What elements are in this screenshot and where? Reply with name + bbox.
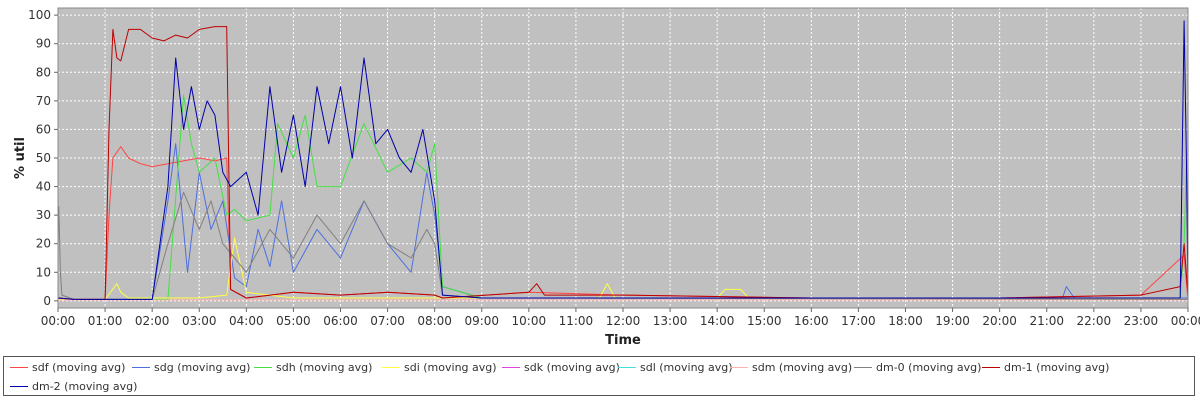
legend-label: sdi (moving avg) (404, 360, 497, 374)
x-tick-label: 02:00 (135, 314, 170, 328)
legend-label: sdm (moving avg) (752, 360, 853, 374)
x-tick-label: 04:00 (229, 314, 264, 328)
y-axis-title: % util (13, 137, 28, 179)
legend-item: dm-0 (moving avg) (854, 358, 981, 376)
legend-item: dm-2 (moving avg) (10, 377, 137, 395)
x-tick-label: 13:00 (653, 314, 688, 328)
x-tick-label: 12:00 (606, 314, 641, 328)
x-tick-label: 15:00 (747, 314, 782, 328)
y-tick-label: 80 (36, 65, 51, 79)
series-line-3 (58, 237, 1189, 300)
legend-label: dm-2 (moving avg) (32, 379, 138, 393)
x-tick-label: 08:00 (417, 314, 452, 328)
series-line-9 (57, 20, 1189, 300)
x-tick-label: 23:00 (1124, 314, 1159, 328)
x-tick-label: 09:00 (464, 314, 499, 328)
legend-item: dm-1 (moving avg) (982, 358, 1109, 376)
y-tick-label: 40 (36, 180, 51, 194)
y-tick-label: 0 (43, 294, 51, 308)
x-tick-label: 01:00 (88, 314, 123, 328)
legend-swatch (502, 366, 520, 368)
legend-swatch (132, 366, 150, 368)
y-tick-label: 20 (36, 237, 51, 251)
legend-item: sdg (moving avg) (132, 358, 250, 376)
x-tick-label: 22:00 (1077, 314, 1112, 328)
legend-label: sdl (moving avg) (640, 360, 733, 374)
x-tick-label: 19:00 (935, 314, 970, 328)
x-tick-label: 03:00 (182, 314, 217, 328)
legend-label: sdg (moving avg) (154, 360, 251, 374)
legend-swatch (982, 366, 1000, 368)
x-tick-label: 06:00 (323, 314, 358, 328)
legend-item: sdm (moving avg) (730, 358, 852, 376)
y-tick-label: 50 (36, 151, 51, 165)
legend-item: sdi (moving avg) (382, 358, 497, 376)
legend: sdf (moving avg) sdg (moving avg) sdh (mov… (3, 356, 1195, 396)
x-tick-label: 18:00 (888, 314, 923, 328)
legend-item: sdf (moving avg) (10, 358, 125, 376)
y-axis: 0 10 20 30 40 50 60 70 80 90 100 (28, 8, 58, 308)
x-tick-label: 20:00 (982, 314, 1017, 328)
series-lines (57, 20, 1189, 301)
x-tick-label: 11:00 (559, 314, 594, 328)
legend-item: sdh (moving avg) (254, 358, 372, 376)
legend-label: dm-1 (moving avg) (1004, 360, 1110, 374)
legend-swatch (618, 366, 636, 368)
y-tick-label: 30 (36, 208, 51, 222)
legend-swatch (10, 385, 28, 387)
x-tick-label: 00:00 (41, 314, 76, 328)
legend-item: sdl (moving avg) (618, 358, 733, 376)
legend-label: dm-0 (moving avg) (876, 360, 982, 374)
legend-label: sdf (moving avg) (32, 360, 126, 374)
x-axis-title: Time (605, 333, 641, 348)
x-axis: 00:00 01:00 02:00 03:00 04:00 05:00 06:00 07:00… (41, 308, 1200, 328)
x-tick-label: 21:00 (1029, 314, 1064, 328)
y-tick-label: 70 (36, 94, 51, 108)
x-tick-label: 10:00 (512, 314, 547, 328)
legend-label: sdh (moving avg) (276, 360, 373, 374)
legend-label: sdk (moving avg) (524, 360, 620, 374)
x-tick-label: 05:00 (276, 314, 311, 328)
x-tick-label: 16:00 (794, 314, 829, 328)
y-tick-label: 90 (36, 37, 51, 51)
y-tick-label: 60 (36, 122, 51, 136)
y-tick-label: 100 (28, 8, 51, 22)
legend-swatch (254, 366, 272, 368)
x-tick-label: 07:00 (370, 314, 405, 328)
series-line-8 (57, 26, 1189, 300)
x-tick-label: 17:00 (841, 314, 876, 328)
legend-item: sdk (moving avg) (502, 358, 620, 376)
x-tick-label: 00:00 (1171, 314, 1200, 328)
x-tick-label: 14:00 (700, 314, 735, 328)
legend-swatch (854, 366, 872, 368)
legend-swatch (10, 366, 28, 368)
y-tick-label: 10 (36, 265, 51, 279)
legend-swatch (382, 366, 400, 368)
legend-swatch (730, 366, 748, 368)
